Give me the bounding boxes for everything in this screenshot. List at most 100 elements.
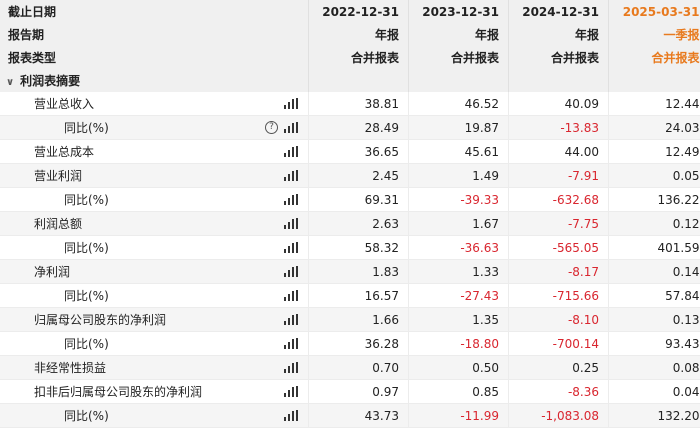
row-label-wrap: 营业总收入	[0, 92, 308, 115]
bar-chart-icon-bar	[296, 362, 298, 373]
bar-chart-icon-bar	[284, 297, 286, 301]
row-label-wrap: 同比(%)?	[0, 116, 308, 139]
bar-chart-icon[interactable]	[284, 98, 298, 109]
value-cell: 2.63	[309, 212, 409, 236]
header-row-date: 截止日期 2022-12-31 2023-12-31 2024-12-31 20…	[0, 0, 700, 23]
row-icons	[284, 194, 298, 205]
bar-chart-icon[interactable]	[284, 314, 298, 325]
value-cell: 40.09	[509, 92, 609, 116]
value-cell: -8.36	[509, 380, 609, 404]
col-date-2023[interactable]: 2023-12-31	[409, 0, 509, 23]
bar-chart-icon-bar	[292, 315, 294, 325]
row-label-wrap: 同比(%)	[0, 188, 308, 211]
row-label: 营业总收入	[0, 95, 94, 112]
value-cell: 0.25	[509, 356, 609, 380]
bar-chart-icon-bar	[296, 242, 298, 253]
bar-chart-icon-bar	[288, 414, 290, 421]
bar-chart-icon-bar	[292, 171, 294, 181]
help-circle-icon[interactable]: ?	[265, 121, 278, 134]
bar-chart-icon-bar	[296, 194, 298, 205]
bar-chart-icon[interactable]	[284, 242, 298, 253]
bar-chart-icon-bar	[288, 390, 290, 397]
row-label-wrap: 同比(%)	[0, 284, 308, 307]
bar-chart-icon-bar	[292, 411, 294, 421]
col-period-2023: 年报	[409, 23, 509, 46]
value-cell: 45.61	[409, 140, 509, 164]
bar-chart-icon[interactable]	[284, 386, 298, 397]
bar-chart-icon[interactable]	[284, 146, 298, 157]
value-cell: 0.04	[609, 380, 700, 404]
row-label-wrap: 净利润	[0, 260, 308, 283]
bar-chart-icon[interactable]	[284, 338, 298, 349]
row-icons	[284, 98, 298, 109]
bar-chart-icon-bar	[284, 321, 286, 325]
bar-chart-icon[interactable]	[284, 410, 298, 421]
section-cell	[509, 69, 609, 92]
section-toggle[interactable]: ∨利润表摘要	[0, 69, 309, 92]
bar-chart-icon-bar	[284, 129, 286, 133]
bar-chart-icon[interactable]	[284, 194, 298, 205]
bar-chart-icon-bar	[284, 177, 286, 181]
value-cell: -18.80	[409, 332, 509, 356]
section-cell	[609, 69, 700, 92]
row-label-wrap: 同比(%)	[0, 236, 308, 259]
value-cell: 93.43	[609, 332, 700, 356]
value-cell: 12.49	[609, 140, 700, 164]
header-label-type: 报表类型	[0, 46, 309, 69]
row-label-wrap: 扣非后归属母公司股东的净利润	[0, 380, 308, 403]
row-icons	[284, 386, 298, 397]
row-label-cell: 营业利润	[0, 164, 309, 188]
value-cell: -8.17	[509, 260, 609, 284]
row-label: 同比(%)	[0, 119, 109, 136]
header-row-period: 报告期 年报 年报 年报 一季报	[0, 23, 700, 46]
bar-chart-icon-bar	[288, 102, 290, 109]
value-cell: 2.45	[309, 164, 409, 188]
value-cell: 57.84	[609, 284, 700, 308]
header-row-type: 报表类型 合并报表 合并报表 合并报表 合并报表	[0, 46, 700, 69]
value-cell: -39.33	[409, 188, 509, 212]
bar-chart-icon-bar	[284, 273, 286, 277]
bar-chart-icon[interactable]	[284, 362, 298, 373]
row-label: 净利润	[0, 263, 70, 280]
value-cell: -565.05	[509, 236, 609, 260]
col-date-2025q1[interactable]: 2025-03-31	[609, 0, 700, 23]
bar-chart-icon-bar	[296, 386, 298, 397]
bar-chart-icon[interactable]	[284, 218, 298, 229]
section-cell	[309, 69, 409, 92]
row-label-cell: 同比(%)	[0, 188, 309, 212]
bar-chart-icon[interactable]	[284, 290, 298, 301]
value-cell: 401.59	[609, 236, 700, 260]
value-cell: 0.50	[409, 356, 509, 380]
bar-chart-icon[interactable]	[284, 170, 298, 181]
bar-chart-icon-bar	[288, 366, 290, 373]
bar-chart-icon-bar	[292, 219, 294, 229]
bar-chart-icon-bar	[292, 339, 294, 349]
value-cell: 0.70	[309, 356, 409, 380]
bar-chart-icon-bar	[296, 122, 298, 133]
col-type-2024: 合并报表	[509, 46, 609, 69]
row-icons	[284, 410, 298, 421]
section-header[interactable]: ∨利润表摘要	[0, 69, 700, 92]
col-date-2024[interactable]: 2024-12-31	[509, 0, 609, 23]
bar-chart-icon[interactable]	[284, 266, 298, 277]
col-date-2022[interactable]: 2022-12-31	[309, 0, 409, 23]
bar-chart-icon-bar	[296, 338, 298, 349]
col-type-2025q1: 合并报表	[609, 46, 700, 69]
chevron-down-icon[interactable]: ∨	[6, 77, 14, 88]
value-cell: 1.49	[409, 164, 509, 188]
value-cell: 0.05	[609, 164, 700, 188]
col-type-2022: 合并报表	[309, 46, 409, 69]
value-cell: -7.75	[509, 212, 609, 236]
bar-chart-icon[interactable]	[284, 122, 298, 133]
value-cell: 46.52	[409, 92, 509, 116]
value-cell: 1.33	[409, 260, 509, 284]
row-label: 利润总额	[0, 215, 82, 232]
row-label: 扣非后归属母公司股东的净利润	[0, 383, 202, 400]
bar-chart-icon-bar	[292, 363, 294, 373]
row-label-cell: 同比(%)	[0, 284, 309, 308]
value-cell: 0.12	[609, 212, 700, 236]
